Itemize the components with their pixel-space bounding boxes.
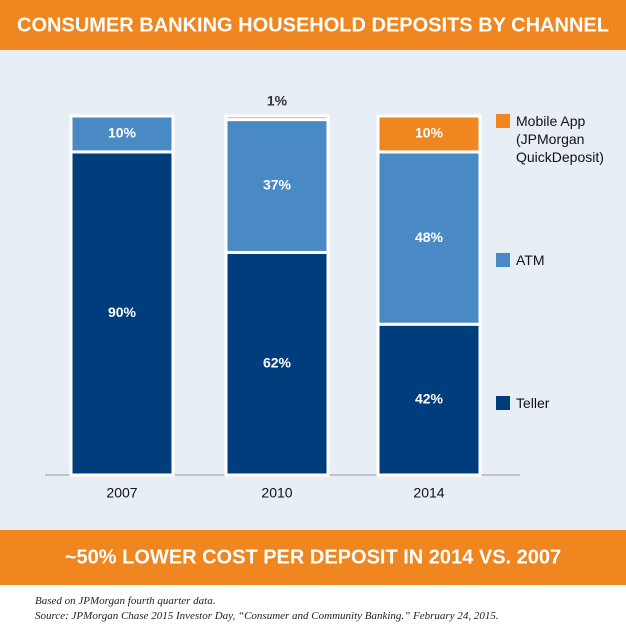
title-banner: [0, 0, 626, 50]
bar-segment: [224, 114, 330, 122]
subtitle-banner: [0, 530, 626, 585]
bar-segment: [376, 114, 482, 154]
data-label: 10%: [108, 125, 137, 141]
data-label: 90%: [108, 304, 137, 320]
bar-segment: [376, 150, 482, 326]
data-label: 42%: [415, 390, 444, 406]
data-label: 10%: [415, 125, 444, 141]
legend-label: Teller: [516, 395, 550, 411]
bar-segment: [376, 322, 482, 477]
note: Source: JPMorgan Chase 2015 Investor Day…: [35, 610, 499, 622]
bar-segment: [69, 114, 175, 154]
data-label: 62%: [263, 354, 292, 370]
legend-label: ATM: [516, 252, 545, 268]
bar-segment: [224, 118, 330, 254]
data-label: 37%: [263, 177, 292, 193]
data-label: 48%: [415, 229, 444, 245]
legend-swatch: [496, 253, 510, 267]
chart-title: CONSUMER BANKING HOUSEHOLD DEPOSITS BY C…: [17, 14, 609, 36]
x-tick-label: 2014: [413, 485, 444, 501]
x-tick-label: 2010: [261, 485, 292, 501]
legend-swatch: [496, 396, 510, 410]
legend-swatch: [496, 114, 510, 128]
x-tick-label: 2007: [106, 485, 137, 501]
data-label: 1%: [267, 93, 288, 109]
bar-segment: [224, 250, 330, 477]
note: Based on JPMorgan fourth quarter data.: [35, 595, 216, 607]
legend-label: Mobile App (JPMorgan QuickDeposit): [516, 113, 604, 165]
subtitle: ~50% LOWER COST PER DEPOSIT IN 2014 VS. …: [65, 546, 561, 568]
